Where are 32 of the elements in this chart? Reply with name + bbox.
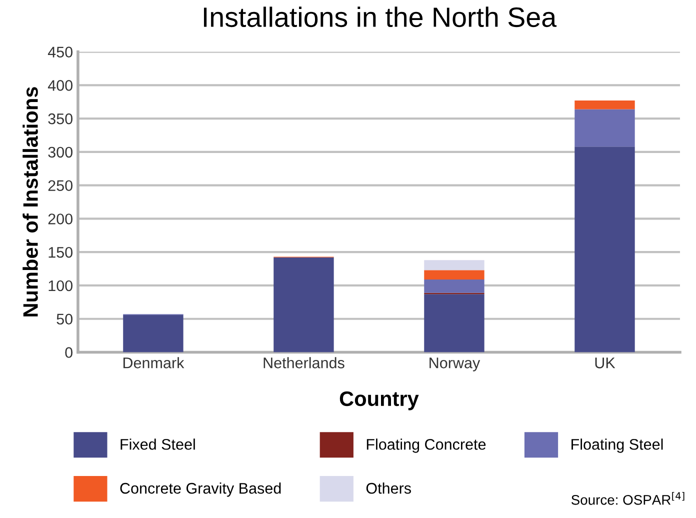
x-axis-title: Country (340, 391, 419, 410)
y-tick-label: 150 (48, 246, 72, 258)
bar (274, 257, 334, 352)
legend-label: Concrete Gravity Based (120, 482, 281, 497)
y-tick-label: 300 (48, 146, 72, 158)
bar (123, 314, 184, 352)
x-tick-label: Netherlands (264, 357, 344, 368)
y-tick-label: 350 (48, 113, 72, 124)
x-tick-label: Norway (430, 358, 480, 372)
legend-label: Fixed Steel (120, 438, 195, 450)
bar (424, 260, 484, 270)
bar (424, 279, 484, 293)
x-tick-label: Denmark (123, 357, 184, 368)
source-note: Source: OSPAR$^{[4]}$ (571, 492, 684, 505)
bar (574, 100, 635, 110)
bar (574, 146, 635, 352)
legend-label: Floating Steel (572, 438, 663, 453)
y-tick-label: 200 (48, 214, 72, 224)
chart-title: Installations in the North Sea (204, 6, 557, 28)
x-tick-label: UK (595, 358, 616, 368)
y-tick-label: 0 (65, 347, 72, 358)
y-tick-label: 400 (48, 80, 72, 91)
bar (424, 294, 484, 352)
legend-label: Others (366, 482, 411, 494)
y-tick-label: 100 (48, 280, 72, 292)
y-tick-label: 450 (48, 46, 72, 58)
legend-label: Floating Concrete (366, 438, 486, 453)
y-axis-title: Number of Installations (22, 87, 38, 316)
y-tick-label: 250 (48, 180, 72, 192)
y-tick-label: 50 (56, 314, 72, 325)
bar (574, 109, 635, 147)
bar (424, 270, 484, 280)
